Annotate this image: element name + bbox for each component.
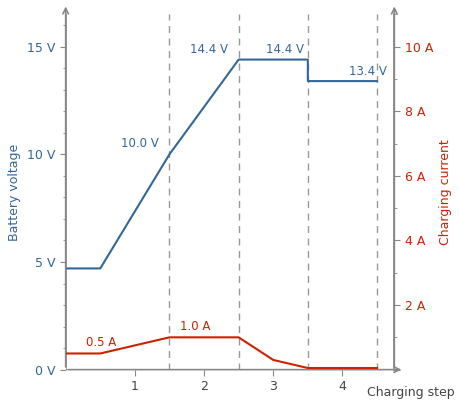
X-axis label: Charging step: Charging step <box>366 386 453 399</box>
Text: 10.0 V: 10.0 V <box>121 137 159 150</box>
Text: 1.0 A: 1.0 A <box>179 320 210 333</box>
Text: 0.5 A: 0.5 A <box>86 336 117 349</box>
Y-axis label: Battery voltage: Battery voltage <box>8 143 21 241</box>
Text: 13.4 V: 13.4 V <box>348 65 386 78</box>
Text: 14.4 V: 14.4 V <box>266 43 304 56</box>
Text: 14.4 V: 14.4 V <box>190 43 228 56</box>
Y-axis label: Charging current: Charging current <box>438 139 451 245</box>
